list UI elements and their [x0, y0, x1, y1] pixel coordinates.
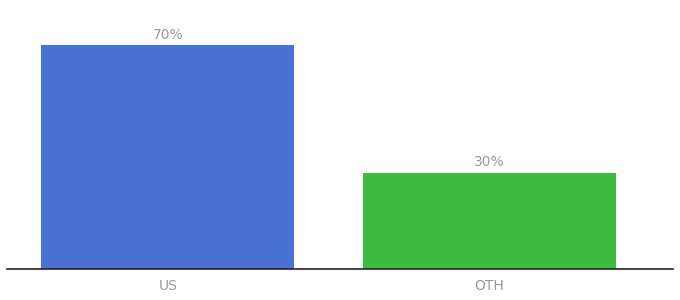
Text: 30%: 30%: [474, 155, 505, 170]
Text: 70%: 70%: [152, 28, 183, 41]
Bar: [363, 173, 615, 269]
Bar: [41, 45, 294, 269]
